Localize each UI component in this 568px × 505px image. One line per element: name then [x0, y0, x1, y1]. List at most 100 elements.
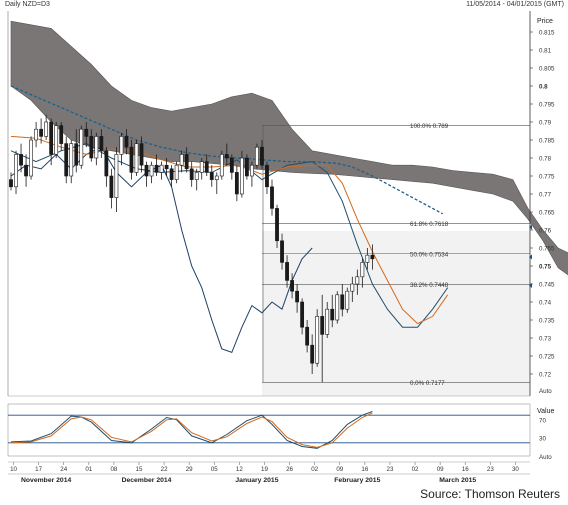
candle-body — [119, 136, 124, 155]
month-label: December 2014 — [122, 477, 172, 484]
candle-body — [275, 208, 279, 242]
day-tick-label: 17 — [35, 466, 42, 473]
price-tick-label: 0.735 — [539, 318, 555, 325]
candle — [224, 143, 229, 166]
candle — [285, 255, 289, 288]
candle — [325, 302, 330, 338]
kijun-line — [10, 143, 449, 328]
candle — [114, 147, 119, 212]
candle — [345, 287, 350, 313]
candle — [144, 161, 149, 187]
price-tick-label: 0.77 — [539, 192, 552, 199]
day-tick-label: 23 — [387, 466, 394, 473]
candle — [49, 118, 54, 166]
price-marker-2 — [529, 282, 532, 288]
candle — [194, 168, 199, 191]
price-chart: 100.0% 0.789 61.8% 0.7618 50.0% 0.7534 38.2… — [7, 11, 568, 484]
stochastic-axis-title: Value — [537, 408, 554, 415]
candle-body — [360, 262, 365, 278]
day-tick-label: 19 — [261, 466, 268, 473]
candle-body — [54, 125, 59, 155]
candle-body — [149, 164, 154, 177]
candle-body — [129, 146, 134, 173]
candle — [250, 161, 254, 187]
candle-body — [39, 128, 44, 137]
candle — [360, 258, 365, 288]
candle-body — [139, 143, 144, 166]
candle-body — [69, 143, 74, 177]
candle-body — [104, 150, 109, 177]
day-tick-label: 22 — [161, 466, 168, 473]
candle-body — [260, 146, 264, 166]
candle-body — [345, 290, 350, 310]
candle — [14, 150, 18, 194]
candle-body — [84, 128, 89, 137]
day-tick-label: 08 — [110, 466, 117, 473]
day-tick-label: 23 — [487, 466, 494, 473]
candle — [234, 165, 239, 202]
candle-body — [270, 186, 274, 209]
price-tick-label: 0.76 — [539, 228, 552, 235]
candle — [315, 309, 320, 367]
candle-body — [365, 254, 370, 263]
month-label: January 2015 — [235, 477, 278, 484]
price-auto-label: Auto — [539, 388, 552, 395]
candle — [275, 204, 279, 248]
candle-body — [229, 157, 234, 173]
candle-body — [355, 276, 360, 285]
fib-zone-bg — [262, 231, 530, 396]
candle-body — [265, 164, 269, 188]
candle-body — [350, 283, 355, 292]
candle-body — [290, 280, 294, 292]
price-tick-label: 0.79 — [539, 120, 552, 127]
month-label: November 2014 — [21, 477, 71, 484]
fib-label-2: 50.0% 0.7534 — [410, 251, 449, 258]
candle-body — [44, 121, 49, 137]
day-tick-label: 16 — [462, 466, 469, 473]
candle — [295, 284, 299, 313]
candle-body — [79, 128, 84, 166]
candle-body — [49, 121, 54, 155]
candle — [164, 158, 169, 176]
candle-body — [64, 143, 69, 177]
candle — [159, 161, 164, 180]
day-tick-label: 12 — [236, 466, 243, 473]
candle — [209, 165, 214, 187]
candle — [355, 269, 360, 295]
candle — [154, 154, 159, 176]
day-tick-label: 02 — [412, 466, 419, 473]
candle — [129, 140, 134, 180]
candle — [94, 132, 99, 166]
price-tick-label: 0.75 — [539, 264, 552, 271]
candle-body — [154, 164, 159, 173]
stochastic-tick-label: 30 — [539, 436, 546, 443]
candle — [280, 233, 284, 270]
candle — [174, 161, 179, 184]
candle — [169, 165, 174, 187]
price-tick-label: 0.73 — [539, 336, 552, 343]
price-tick-label: 0.81 — [539, 48, 552, 55]
candle-body — [89, 136, 94, 159]
price-tick-label: 0.805 — [539, 66, 555, 73]
candle — [229, 154, 234, 180]
day-tick-label: 09 — [437, 466, 444, 473]
candle-body — [370, 254, 375, 260]
candle — [24, 154, 28, 187]
candle — [149, 161, 154, 184]
day-tick-label: 05 — [211, 466, 218, 473]
chart-title: Daily NZD=D3 — [5, 1, 50, 8]
price-tick-label: 0.72 — [539, 372, 552, 379]
candle-body — [280, 240, 284, 263]
candle — [89, 129, 94, 162]
candle-body — [295, 290, 299, 303]
price-tick-label: 0.815 — [539, 30, 555, 37]
price-tick-label: 0.755 — [539, 246, 555, 253]
fib-label-3: 38.2% 0.7448 — [410, 282, 449, 289]
candle — [214, 172, 219, 194]
candle — [54, 122, 59, 158]
day-tick-label: 29 — [186, 466, 193, 473]
candle — [335, 291, 340, 324]
day-tick-label: 16 — [361, 466, 368, 473]
candle — [79, 125, 84, 169]
moving-average-line — [10, 85, 444, 215]
